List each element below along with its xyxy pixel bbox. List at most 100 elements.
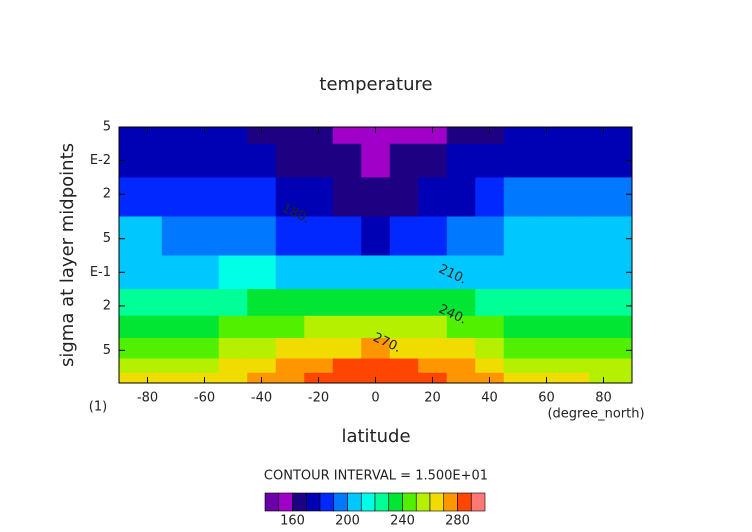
contour-cell [361, 315, 391, 339]
y-tick-label: 5 [103, 343, 111, 358]
contour-cell [133, 127, 163, 145]
contour-cell [589, 177, 619, 217]
contour-cell [133, 337, 163, 360]
contour-cell [560, 372, 590, 384]
contour-cell [332, 143, 362, 178]
x-axis-label: latitude [341, 426, 410, 447]
contour-cell [560, 216, 590, 256]
contour-cell [475, 216, 505, 256]
colorbar-box [264, 492, 280, 512]
contour-cell [133, 143, 163, 178]
contour-cell [532, 289, 562, 317]
contour-cell [304, 255, 334, 290]
contour-cell [304, 337, 334, 360]
contour-cell [304, 358, 334, 374]
contour-cell [418, 255, 448, 290]
contour-cell [332, 358, 362, 374]
contour-cell [304, 143, 334, 178]
contour-cell [247, 337, 277, 360]
contour-cell [617, 143, 633, 178]
y-tick-label: 5 [103, 231, 111, 246]
contour-cell [161, 289, 191, 317]
colorbar-box [292, 492, 307, 512]
contour-cell [332, 216, 362, 256]
x-tick-label: -80 [137, 391, 158, 406]
contour-cell [418, 289, 448, 317]
contour-cell [332, 315, 362, 339]
colorbar-box [305, 492, 321, 512]
contour-cell [617, 315, 633, 339]
contour-cell [475, 255, 505, 290]
contour-cell [119, 337, 134, 360]
contour-cell [218, 372, 248, 384]
contour-cell [190, 337, 220, 360]
contour-cell [446, 143, 476, 178]
contour-cell [532, 216, 562, 256]
contour-cell [133, 255, 163, 290]
x-tick-label: -20 [308, 391, 329, 406]
contour-cell [446, 372, 476, 384]
contour-cell [119, 216, 134, 256]
contour-cell [247, 255, 277, 290]
x-tick-label: 0 [371, 391, 379, 406]
contour-cell [332, 289, 362, 317]
contour-cell [119, 289, 134, 317]
contour-cell [190, 216, 220, 256]
contour-cell [119, 127, 134, 145]
contour-cell [133, 289, 163, 317]
contour-cell [446, 255, 476, 290]
contour-cell [389, 143, 419, 178]
contour-cell [589, 358, 619, 374]
colorbar-box [360, 492, 376, 512]
contour-cell [560, 337, 590, 360]
colorbar-box [443, 492, 458, 512]
contour-cell [332, 337, 362, 360]
contour-cell [361, 143, 391, 178]
contour-cell [503, 289, 533, 317]
contour-cell [218, 143, 248, 178]
contour-cell [418, 127, 448, 145]
contour-cell [503, 337, 533, 360]
colorbar-box [457, 492, 472, 512]
contour-cell [275, 177, 305, 217]
x-tick-label: 60 [538, 391, 555, 406]
contour-cell [161, 216, 191, 256]
colorbar-tick-label: 240 [390, 514, 415, 529]
contour-cell [532, 127, 562, 145]
contour-cell [532, 143, 562, 178]
x-tick-label: 40 [481, 391, 498, 406]
contour-cell [389, 127, 419, 145]
contour-cell [161, 358, 191, 374]
contour-cell [218, 177, 248, 217]
colorbar-tick-label: 280 [445, 514, 470, 529]
contour-cell [418, 177, 448, 217]
contour-cell [161, 372, 191, 384]
colorbar-tick-label: 200 [335, 514, 360, 529]
contour-cell [617, 177, 633, 217]
contour-cell [446, 358, 476, 374]
contour-cell [119, 372, 134, 384]
x-tick-label: -40 [251, 391, 272, 406]
contour-cell [332, 372, 362, 384]
contour-cell [275, 127, 305, 145]
contour-cell [560, 143, 590, 178]
contour-cell [361, 289, 391, 317]
contour-cell [418, 315, 448, 339]
contour-cell [389, 289, 419, 317]
colorbar-tick-label: 160 [280, 514, 305, 529]
contour-cell [475, 143, 505, 178]
contour-cell [617, 216, 633, 256]
contour-cell [589, 127, 619, 145]
contour-cell [161, 143, 191, 178]
contour-cell [190, 143, 220, 178]
contour-cell [190, 127, 220, 145]
contour-cell [418, 143, 448, 178]
contour-cell [446, 337, 476, 360]
contour-cell [275, 372, 305, 384]
contour-cell [133, 315, 163, 339]
contour-cell [190, 289, 220, 317]
contour-cell [161, 337, 191, 360]
colorbar-box [374, 492, 390, 512]
contour-cell [275, 289, 305, 317]
